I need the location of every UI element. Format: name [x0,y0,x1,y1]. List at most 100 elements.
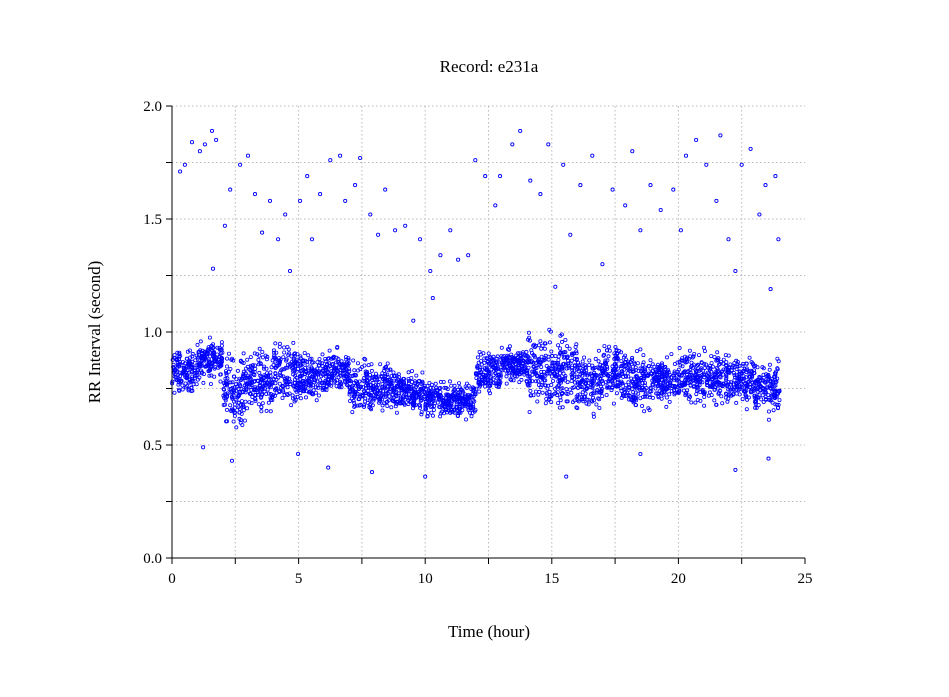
data-point [295,394,300,399]
data-point [181,369,186,374]
data-point [753,405,758,410]
data-point [605,348,610,353]
data-point [576,369,581,374]
data-point [455,413,460,418]
data-point [504,381,509,386]
data-point [248,355,253,360]
data-point [292,351,297,356]
data-point [569,390,574,395]
data-point [729,368,734,373]
data-point [511,366,516,371]
data-point [744,361,749,366]
data-point [574,349,579,354]
data-point [177,354,182,359]
data-point [545,371,550,376]
data-point [360,393,365,398]
data-point [206,369,211,374]
data-point [752,368,757,373]
data-point [497,381,502,386]
data-point [591,395,596,400]
data-point [215,345,220,350]
data-point [300,358,305,363]
data-point [742,376,747,381]
data-point [264,408,269,413]
data-point [336,356,341,361]
data-point [310,366,315,371]
data-point [406,396,411,401]
data-point [335,345,340,350]
data-point [442,385,447,390]
data-point [177,370,182,375]
data-point-outlier [638,228,643,233]
data-point [406,392,411,397]
data-point [235,368,240,373]
data-point [729,382,734,387]
data-point [521,360,526,365]
data-point [274,350,279,355]
data-point [714,402,719,407]
data-point [689,364,694,369]
data-point [237,393,242,398]
data-point [539,346,544,351]
data-point [777,398,782,403]
data-point [270,393,275,398]
data-point [373,386,378,391]
data-point [677,372,682,377]
data-point [596,376,601,381]
data-point [195,342,200,347]
data-point [669,375,674,380]
data-point [382,379,387,384]
data-point [385,361,390,366]
data-point [589,392,594,397]
data-point [441,379,446,384]
data-point [409,369,414,374]
data-point [748,384,753,389]
data-point [617,373,622,378]
data-point [452,383,457,388]
data-point [712,387,717,392]
data-point [392,388,397,393]
data-point [754,387,759,392]
data-point [557,405,562,410]
data-point [183,361,188,366]
data-point [665,386,670,391]
data-point-outlier [296,451,301,457]
data-point [189,386,194,391]
data-point [231,419,236,424]
data-point [504,365,509,370]
data-point [640,403,645,408]
data-point [727,365,732,370]
data-point [689,400,694,405]
data-point [661,389,666,394]
data-point [712,355,717,360]
data-point [516,357,521,362]
data-point [669,389,674,394]
data-point [411,389,416,394]
data-point [390,397,395,402]
data-point-outlier [318,192,323,197]
data-point [542,383,547,388]
data-point-outlier [714,198,719,203]
data-point [228,403,233,408]
data-point [478,367,483,372]
data-point [614,351,619,356]
data-point [478,359,483,364]
data-point [268,373,273,378]
data-point [517,372,522,377]
data-point-outlier [229,458,235,463]
data-point [631,394,636,399]
data-point [292,361,297,366]
data-point [679,358,684,363]
data-point [380,408,385,413]
data-point [349,374,354,379]
data-point [706,365,711,370]
data-point-outlier [260,230,265,235]
data-point [595,365,600,370]
data-point [418,388,423,393]
data-point [641,360,646,365]
data-point [258,361,263,366]
data-point [382,401,387,406]
data-point [672,383,677,388]
data-point [672,369,677,374]
data-point [260,349,265,354]
